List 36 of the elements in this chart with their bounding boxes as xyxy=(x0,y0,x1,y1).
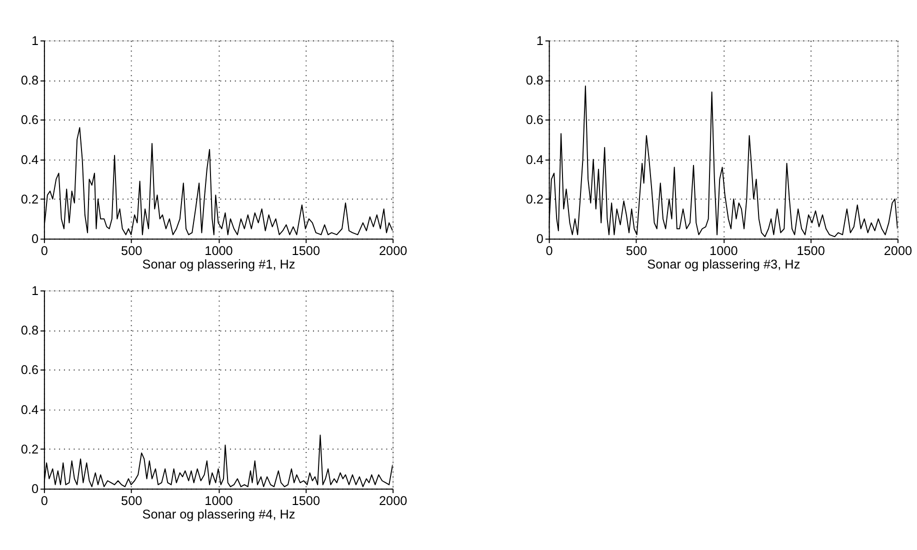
y-tick-label: 0.6 xyxy=(20,363,39,378)
y-tick-label: 0.6 xyxy=(526,113,544,128)
y-tick-label: 0 xyxy=(32,232,39,246)
y-tick-label: 1 xyxy=(32,34,39,48)
x-tick-label: 2000 xyxy=(378,494,408,508)
y-tick-label: 0.8 xyxy=(526,73,544,88)
x-tick-label: 500 xyxy=(121,244,142,258)
y-tick-label: 0 xyxy=(32,482,39,496)
y-tick-label: 0.6 xyxy=(20,113,39,128)
x-tick-label: 500 xyxy=(626,244,648,258)
x-axis-title: Sonar og plassering #1, Hz xyxy=(142,257,296,272)
x-tick-label: 1000 xyxy=(204,494,233,508)
x-tick-label: 2000 xyxy=(884,244,912,258)
x-tick-label: 1500 xyxy=(292,494,320,508)
y-tick-label: 0.2 xyxy=(20,442,39,456)
x-axis-title: Sonar og plassering #4, Hz xyxy=(142,507,296,522)
x-tick-label: 1000 xyxy=(710,244,738,258)
x-tick-label: 1500 xyxy=(292,244,320,258)
y-tick-label: 0.4 xyxy=(20,152,39,167)
y-tick-label: 0.2 xyxy=(526,192,544,206)
y-tick-label: 0 xyxy=(536,232,544,246)
y-tick-label: 0.8 xyxy=(20,73,39,88)
x-tick-label: 1500 xyxy=(796,244,825,258)
x-tick-label: 1000 xyxy=(204,244,233,258)
y-tick-label: 1 xyxy=(536,34,544,48)
x-tick-label: 0 xyxy=(40,244,48,258)
y-tick-label: 1 xyxy=(32,284,39,298)
y-tick-label: 0.2 xyxy=(20,192,39,206)
x-tick-label: 500 xyxy=(121,494,142,508)
y-tick-label: 0.4 xyxy=(526,152,544,167)
y-tick-label: 0.4 xyxy=(20,402,39,417)
x-axis-title: Sonar og plassering #3, Hz xyxy=(647,257,800,272)
x-tick-label: 0 xyxy=(546,244,553,258)
x-tick-label: 0 xyxy=(40,494,48,508)
x-tick-label: 2000 xyxy=(378,244,408,258)
y-tick-label: 0.8 xyxy=(20,323,39,338)
